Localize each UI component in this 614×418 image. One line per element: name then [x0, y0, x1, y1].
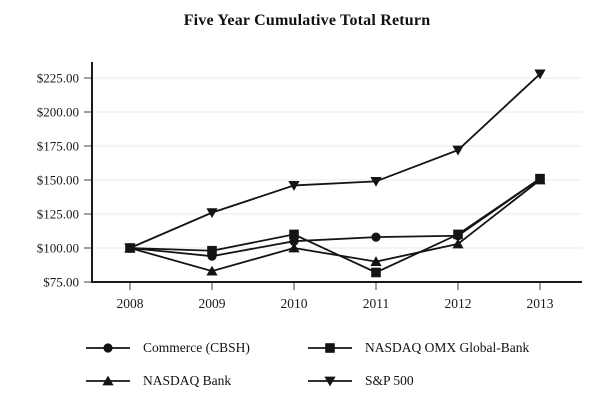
y-axis-label: $150.00: [37, 173, 79, 188]
x-axis-label: 2011: [363, 296, 390, 311]
triangle-down-marker-icon: [324, 376, 336, 387]
legend-label: NASDAQ Bank: [143, 373, 232, 388]
legend-item-commerce-cbsh: Commerce (CBSH): [85, 340, 307, 356]
series-line-nasdaq-omx-global-bank: [129, 177, 541, 274]
legend-label: S&P 500: [365, 373, 414, 388]
data-point-nasdaq-bank: [206, 265, 218, 276]
legend-item-nasdaq-omx-global-bank: NASDAQ OMX Global-Bank: [307, 340, 555, 356]
data-point-s-p-500: [124, 243, 136, 254]
data-point-s-p-500: [452, 145, 464, 156]
y-axis-label: $225.00: [37, 71, 79, 86]
y-axis-label: $75.00: [43, 275, 79, 290]
data-point-s-p-500: [206, 208, 218, 219]
x-axis-label: 2008: [117, 296, 144, 311]
legend-label: NASDAQ OMX Global-Bank: [365, 340, 530, 355]
y-axis-label: $100.00: [37, 241, 79, 256]
data-point-nasdaq-bank: [534, 174, 546, 185]
circle-marker-icon: [86, 343, 130, 353]
series-s-p-500: [124, 69, 546, 254]
series-line-nasdaq-bank: [129, 179, 541, 273]
data-point-nasdaq-omx-global-bank: [289, 229, 299, 240]
data-point-s-p-500: [534, 69, 546, 80]
data-point-nasdaq-bank: [452, 238, 464, 249]
x-axis-label: 2009: [199, 296, 226, 311]
data-point-s-p-500: [288, 181, 300, 191]
triangle-up-marker-icon: [86, 375, 130, 386]
square-marker-icon: [325, 343, 335, 353]
series-line-commerce-cbsh: [129, 177, 541, 258]
y-axis-label: $200.00: [37, 105, 79, 120]
square-marker-icon: [308, 343, 352, 353]
x-axis-label: 2010: [281, 296, 308, 311]
data-point-nasdaq-bank: [288, 242, 300, 253]
legend: Commerce (CBSH) NASDAQ OMX Global-Bank NAS…: [85, 340, 555, 389]
chart-title: Five Year Cumulative Total Return: [183, 12, 431, 29]
data-point-nasdaq-bank: [370, 256, 382, 266]
circle-marker-icon: [103, 343, 113, 353]
data-point-nasdaq-omx-global-bank: [207, 245, 217, 256]
x-axis-label: 2013: [527, 296, 554, 311]
triangle-up-marker-icon: [102, 375, 114, 386]
data-point-s-p-500: [370, 176, 382, 187]
data-point-commerce-cbsh: [371, 232, 381, 242]
line-chart-plot-area: $75.00 $100.00 $125.00 $150.00 $175.00 $200.0…: [37, 62, 582, 311]
series-nasdaq-bank: [124, 174, 546, 276]
data-point-nasdaq-omx-global-bank: [371, 267, 381, 278]
legend-label: Commerce (CBSH): [143, 340, 250, 355]
legend-item-s-p-500: S&P 500: [307, 373, 555, 389]
triangle-down-marker-icon: [308, 376, 352, 387]
y-axis-label: $175.00: [37, 139, 79, 154]
data-point-nasdaq-omx-global-bank: [453, 229, 463, 240]
series-line-s-p-500: [129, 73, 541, 249]
y-axis-label: $125.00: [37, 207, 79, 222]
legend-item-nasdaq-bank: NASDAQ Bank: [85, 373, 307, 389]
x-axis-label: 2012: [445, 296, 472, 311]
